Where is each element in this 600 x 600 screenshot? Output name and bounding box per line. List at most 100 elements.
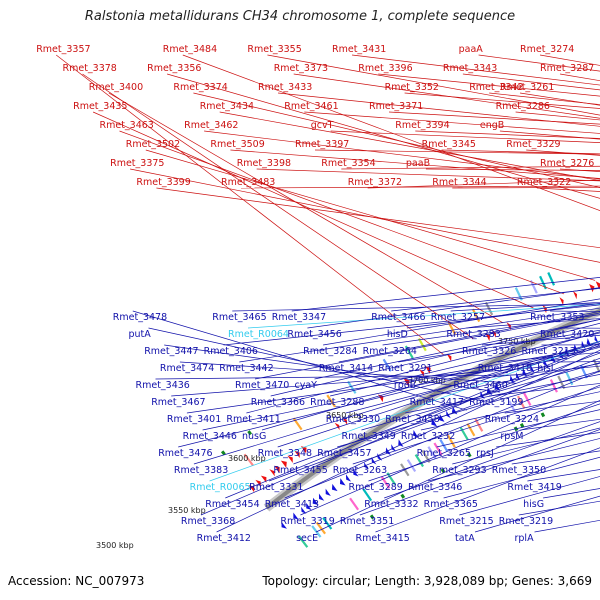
cog-block [433,442,443,456]
gene-label: Rmet_3435 [73,101,127,112]
gene-label: Rmet_3343 [443,63,497,74]
cog-block [349,497,360,511]
gene-label: Rmet_R0065 [190,482,251,493]
label-line [315,399,600,533]
gene-label: Rmet_3319 [280,516,334,527]
label-line [204,130,600,180]
gene-label: Rmet_3288 [310,397,364,408]
label-line [167,73,600,199]
label-line [193,92,600,188]
label-line [148,327,484,402]
label-line [232,303,600,312]
gene-label: Rmet_3442 [219,363,273,374]
gene-label: Rmet_3406 [204,346,258,357]
gene-label: Rmet_3436 [136,380,190,391]
backbone-layer [263,306,600,512]
label-line [193,340,600,465]
gene-label: Rmet_3264 [363,346,417,357]
reverse-gene-mark [345,474,352,482]
label-line [247,303,600,329]
gc-mark [247,430,253,436]
label-line [209,340,600,482]
gene-label: rpsJ [476,448,494,459]
reverse-gene-mark [363,461,370,470]
gene-label: nusG [242,431,266,442]
gene-label: Rmet_3365 [424,499,478,510]
label-line [429,363,600,397]
gene-label: Rmet_3350 [492,465,546,476]
forward-gene-mark [559,297,564,306]
gene-label: Rmet_3261 [500,82,554,93]
gc-mark [540,412,546,418]
gene-label: Rmet_3484 [163,44,217,55]
gene-label: Rmet_3326 [462,346,516,357]
cog-block [322,517,333,530]
gene-label: Rmet_3483 [221,177,275,188]
labels-layer: Rmet_3357 Rmet_3378 Rmet_3400 Rmet_3435 Rmet… [36,44,594,544]
gene-label: Rmet_3213 [522,346,576,357]
gene-label: hisG [523,499,544,510]
cog-block [508,400,517,414]
label-line [230,149,600,179]
gene-label: Rmet_3474 [160,363,214,374]
label-line [413,346,600,380]
label-line [119,130,565,295]
gene-label: Rmet_3460 [453,380,507,391]
cog-block [529,280,538,294]
label-line [375,447,600,533]
gene-label: Rmet_3331 [249,482,303,493]
gene-label: Rmet_3414 [319,363,373,374]
gene-label: Rmet_3431 [332,44,386,55]
reverse-gene-mark [318,493,325,501]
gene-label: Rmet_3457 [317,448,371,459]
cog-block [517,395,526,410]
gene-label: Rmet_3357 [36,44,90,55]
label-line [145,149,596,281]
gc-mark [369,514,375,520]
forward-gene-mark [419,369,424,378]
gene-label: secE [296,533,318,544]
gene-label: Rmet_3372 [348,177,402,188]
gene-label: Rmet_3224 [485,414,539,425]
reverse-gene-mark [594,334,599,344]
gene-label: Rmet_3456 [287,329,341,340]
gene-label: Rmet_3274 [520,44,574,55]
tick-label: 3700 kbp [408,376,446,385]
gene-label: Rmet_3284 [303,346,357,357]
gene-label: Rmet_3415 [356,533,410,544]
label-line [284,370,600,499]
gene-label: Rmet_3400 [89,82,143,93]
gene-label: Rmet_3352 [385,82,439,93]
gene-label: Rmet_3368 [181,516,235,527]
forward-gene-mark [287,455,293,464]
gene-label: Rmet_3286 [496,101,550,112]
reverse-gene-mark [331,483,338,492]
gene-label: Rmet_3232 [401,431,455,442]
forward-gene-mark [334,422,340,431]
gene-label: Rmet_3291 [378,363,432,374]
map-title: Ralstonia metallidurans CH34 chromosome … [84,9,516,24]
forward-gene-mark [269,469,275,477]
label-line [225,343,600,499]
label-line [240,185,600,189]
cog-block [404,345,414,359]
label-line [352,386,600,465]
label-line [132,310,467,411]
gene-label: Rmet_3366 [251,397,305,408]
forward-gene-mark [377,394,384,403]
reverse-gene-mark [377,453,383,461]
gene-label: Rmet_3398 [237,158,291,169]
gene-label: Rmet_3420 [540,329,594,340]
gene-label: Rmet_3355 [247,44,301,55]
reverse-gene-mark [371,456,377,465]
label-line [323,298,600,346]
gene-label: Rmet_3371 [369,101,423,112]
gene-label: Rmet_3462 [184,120,238,131]
gene-label: Rmet_R0064 [228,329,289,340]
gene-label: Rmet_3265 [417,448,471,459]
gene-label: Rmet_3199 [469,397,523,408]
gc-mark [519,423,525,428]
gene-label: rpsM [500,431,523,442]
gene-label: tatA [455,533,475,544]
